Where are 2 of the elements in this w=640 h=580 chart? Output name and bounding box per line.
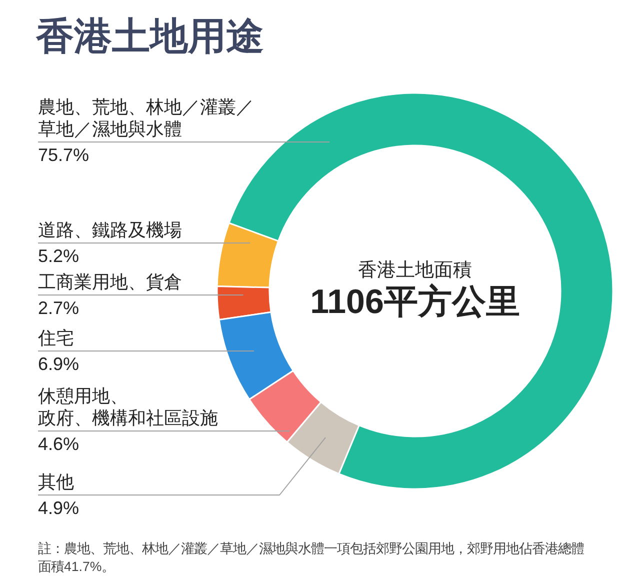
title: 香港土地用途 [36,15,264,60]
footnote: 註：農地、荒地、林地／灌叢／草地／濕地與水體一項包括郊野公園用地，郊野用地佔香港總體面積41.7%。 [38,540,585,576]
